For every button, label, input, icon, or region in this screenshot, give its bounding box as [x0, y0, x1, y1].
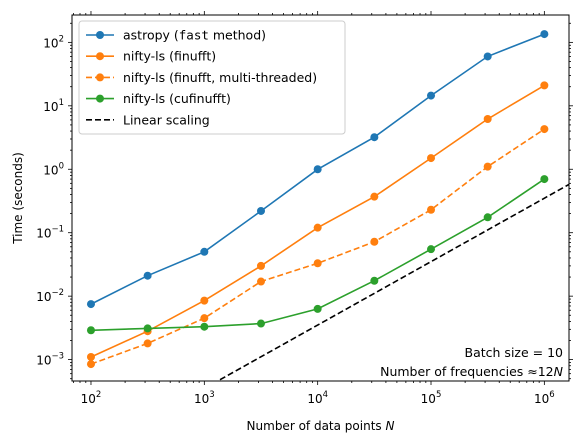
data-point: [427, 154, 436, 163]
legend-label: nifty-ls (cufinufft): [123, 91, 231, 106]
legend-marker: [96, 73, 104, 82]
legend-marker: [96, 31, 104, 39]
data-point: [256, 319, 265, 328]
legend-item-4: Linear scaling: [86, 112, 210, 127]
legend-label: nifty-ls (finufft, multi-threaded): [123, 70, 317, 85]
data-point: [256, 206, 265, 215]
data-point: [313, 304, 322, 313]
series-3: [86, 175, 549, 335]
data-point: [86, 326, 95, 335]
series-1: [86, 81, 549, 361]
y-axis-title: Time (seconds): [11, 152, 25, 245]
legend-frame: [78, 20, 346, 135]
data-point: [86, 360, 95, 369]
legend-marker: [96, 52, 104, 61]
y-tick-label: 10−2: [36, 288, 64, 304]
data-point: [483, 52, 492, 61]
x-tick-label: 104: [307, 390, 328, 406]
x-tick-label: 102: [81, 390, 102, 406]
data-point: [256, 261, 265, 270]
data-point: [313, 223, 322, 232]
data-point: [427, 245, 436, 254]
legend-item-3: nifty-ls (cufinufft): [86, 91, 231, 106]
data-point: [483, 162, 492, 171]
data-point: [540, 30, 549, 39]
series-0: [86, 30, 549, 309]
legend-label: astropy (fast method): [123, 28, 266, 43]
x-tick-label: 106: [534, 390, 555, 406]
data-point: [200, 247, 209, 256]
ticks-layer: 102 103 104 105 106 10−3 10−2 10−1 100 101 102: [36, 11, 573, 406]
y-tick-label: 10−1: [36, 225, 64, 241]
data-point: [370, 276, 379, 285]
legend-label: Linear scaling: [123, 112, 210, 127]
annotation-batch-size: Batch size = 10: [465, 345, 564, 360]
data-point: [86, 300, 95, 309]
data-point: [200, 296, 209, 305]
series-2: [86, 125, 549, 369]
legend-label: nifty-ls (finufft): [123, 49, 216, 64]
data-point: [313, 165, 322, 174]
series-layer: [86, 30, 569, 381]
data-point: [143, 339, 152, 348]
data-point: [313, 259, 322, 268]
x-tick-label: 105: [421, 390, 442, 406]
x-axis-title-variable: N: [385, 419, 394, 433]
data-point: [200, 314, 209, 323]
data-point: [427, 91, 436, 100]
y-tick-label: 102: [43, 34, 64, 50]
y-tick-label: 10−3: [36, 352, 64, 368]
legend-marker: [96, 94, 104, 103]
y-tick-label: 100: [43, 161, 64, 177]
data-point: [427, 205, 436, 214]
data-point: [200, 322, 209, 331]
y-tick-label: 101: [43, 98, 64, 114]
data-point: [370, 237, 379, 246]
x-tick-label: 103: [194, 390, 215, 406]
data-point: [540, 125, 549, 134]
legend-item-0: astropy (fast method): [86, 28, 266, 43]
legend: astropy (fast method) nifty-ls (finufft) n…: [78, 20, 346, 135]
legend-item-1: nifty-ls (finufft): [86, 49, 216, 64]
legend-item-2: nifty-ls (finufft, multi-threaded): [86, 70, 317, 85]
data-point: [143, 324, 152, 333]
data-point: [256, 277, 265, 286]
plot-area-frame: [71, 14, 570, 382]
data-point: [540, 175, 549, 184]
data-point: [483, 213, 492, 222]
annotation-frequencies: Number of frequencies ≈12N: [380, 364, 564, 379]
data-point: [540, 81, 549, 90]
data-point: [143, 271, 152, 280]
data-point: [370, 133, 379, 142]
data-point: [86, 352, 95, 361]
data-point: [483, 114, 492, 123]
x-axis-title: Number of data points N: [247, 419, 395, 433]
data-point: [370, 192, 379, 201]
x-axis-title-text: Number of data points: [247, 419, 386, 433]
